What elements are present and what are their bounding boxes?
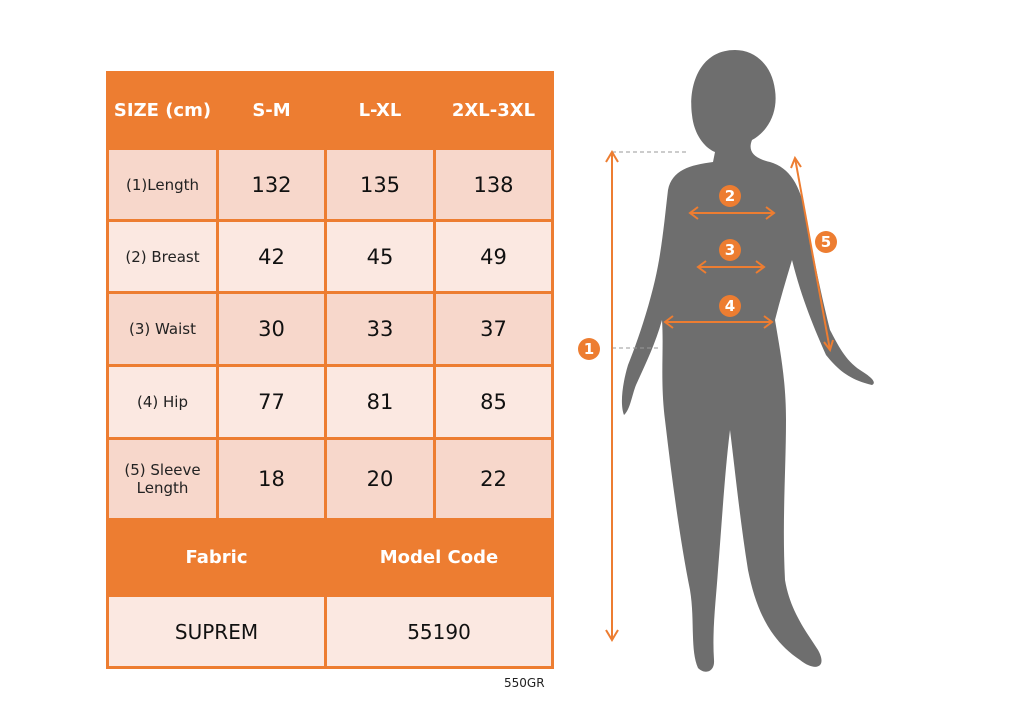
marker-4-icon <box>719 295 741 317</box>
cell: 33 <box>324 291 436 367</box>
header-size: SIZE (cm) <box>106 71 219 150</box>
header-model-code: Model Code <box>324 518 554 597</box>
table-row: (4) Hip 77 81 85 <box>106 364 554 440</box>
table-row: (2) Breast 42 45 49 <box>106 219 554 294</box>
model-code-value: 55190 <box>324 594 554 669</box>
cell: 45 <box>324 219 436 294</box>
row-label: (4) Hip <box>106 364 219 440</box>
cell: 81 <box>324 364 436 440</box>
row-label: (3) Waist <box>106 291 219 367</box>
table-row: (3) Waist 30 33 37 <box>106 291 554 367</box>
cell: 30 <box>216 291 327 367</box>
fabric-value: SUPREM <box>106 594 327 669</box>
row-label: (2) Breast <box>106 219 219 294</box>
cell: 20 <box>324 437 436 521</box>
cell: 22 <box>433 437 554 521</box>
marker-5: 5 <box>821 233 831 251</box>
cell: 85 <box>433 364 554 440</box>
header-fabric: Fabric <box>106 518 327 597</box>
table-row: (5) Sleeve Length 18 20 22 <box>106 437 554 521</box>
cell: 132 <box>216 147 327 222</box>
cell: 135 <box>324 147 436 222</box>
marker-5-icon <box>815 231 837 253</box>
marker-1-icon <box>578 338 600 360</box>
cell: 42 <box>216 219 327 294</box>
cell: 49 <box>433 219 554 294</box>
cell: 77 <box>216 364 327 440</box>
marker-3-icon <box>719 239 741 261</box>
header-2xl-3xl: 2XL-3XL <box>433 71 554 150</box>
table-row: SUPREM 55190 <box>106 594 554 669</box>
marker-4: 4 <box>725 297 735 315</box>
marker-3: 3 <box>725 241 735 259</box>
body-silhouette: 1 2 3 4 5 <box>578 50 874 672</box>
header-s-m: S-M <box>216 71 327 150</box>
marker-1: 1 <box>584 340 594 358</box>
product-code: 550GR <box>504 676 545 690</box>
header-l-xl: L-XL <box>324 71 436 150</box>
table-row: (1)Length 132 135 138 <box>106 147 554 222</box>
cell: 18 <box>216 437 327 521</box>
cell: 138 <box>433 147 554 222</box>
silhouette-icon <box>621 50 874 672</box>
marker-2: 2 <box>725 187 735 205</box>
cell: 37 <box>433 291 554 367</box>
row-label: (5) Sleeve Length <box>106 437 219 521</box>
marker-2-icon <box>719 185 741 207</box>
size-table: SIZE (cm) S-M L-XL 2XL-3XL (1)Length 132… <box>106 71 554 669</box>
row-label: (1)Length <box>106 147 219 222</box>
